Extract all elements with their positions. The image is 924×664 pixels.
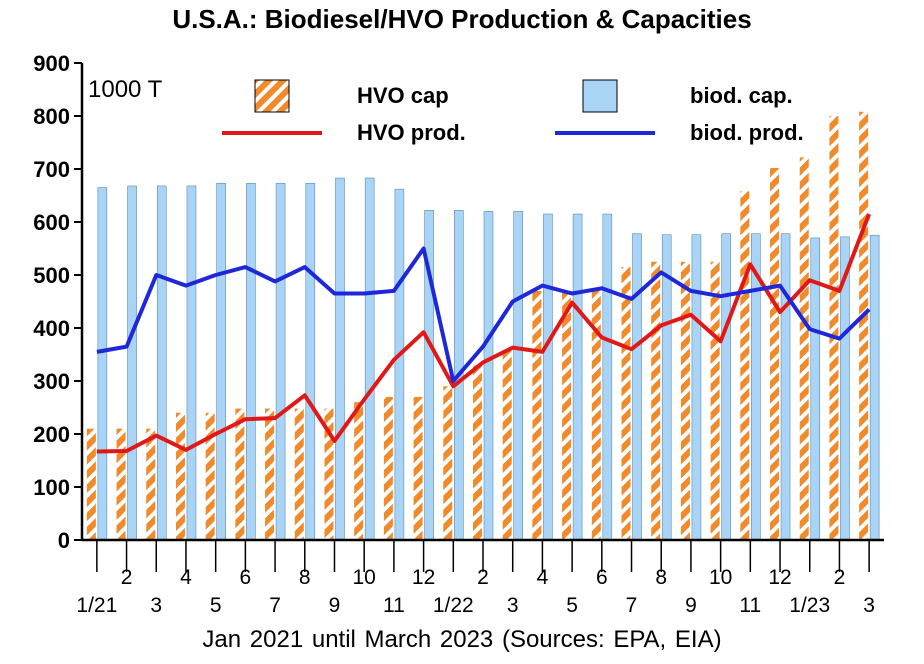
hvo-cap-bar — [443, 386, 453, 540]
x-tick-label: 10 — [709, 566, 732, 589]
x-tick-label: 2 — [121, 566, 133, 589]
biod-cap-bar — [483, 211, 494, 541]
x-tick-label: 3 — [863, 594, 875, 617]
hvo-cap-bar — [532, 290, 542, 540]
hvo-cap-bar — [502, 349, 512, 540]
legend-hvo-prod-label: HVO prod. — [357, 120, 466, 145]
legend-hvo-cap-label: HVO cap — [357, 83, 449, 108]
hvo-cap-bar — [829, 116, 839, 540]
biod-cap-bar — [780, 233, 791, 541]
biod-prod-line — [96, 246, 871, 383]
hvo-cap-bar — [294, 408, 304, 540]
unit-label: 1000 T — [88, 76, 163, 103]
y-tick-label: 300 — [33, 369, 70, 394]
hvo-cap-bar — [740, 191, 750, 540]
y-tick-label: 600 — [33, 210, 70, 235]
biod-cap-bar — [216, 183, 226, 541]
hvo-cap-bar — [799, 157, 809, 540]
biod-cap-bar — [127, 185, 137, 541]
hvo-prod-line — [96, 213, 871, 454]
hvo-cap-bar — [383, 396, 393, 540]
hvo-cap-bar — [591, 290, 601, 540]
hvo-cap-bar — [265, 408, 275, 540]
y-tick-label: 100 — [33, 475, 70, 500]
chart-footer: Jan 2021 until March 2023 (Sources: EPA,… — [202, 626, 722, 653]
hvo-cap-bar — [473, 365, 482, 540]
y-tick-label: 200 — [33, 422, 70, 447]
x-tick-label: 1/23 — [789, 594, 830, 617]
hvo-cap-bar — [146, 428, 156, 540]
y-tick-label: 800 — [33, 104, 70, 129]
y-tick-label: 700 — [33, 157, 70, 182]
legend-hvo-cap-swatch — [254, 79, 290, 113]
x-tick-label: 5 — [566, 594, 578, 617]
biod-cap-bar — [602, 213, 613, 541]
x-tick-label: 12 — [768, 566, 791, 589]
x-tick-label: 1/21 — [76, 594, 117, 617]
x-tick-label: 10 — [353, 566, 376, 589]
x-tick-label: 6 — [240, 566, 252, 589]
y-tick-label: 900 — [33, 51, 70, 76]
biod-cap-bar — [543, 213, 553, 541]
x-tick-label: 8 — [299, 566, 311, 589]
biod-cap-bar — [572, 213, 583, 541]
biod-cap-bar — [97, 187, 108, 541]
biod-cap-bar — [364, 177, 375, 541]
hvo-cap-bar — [710, 261, 720, 540]
biod-cap-bar — [246, 183, 256, 541]
biod-cap-bar — [513, 211, 524, 541]
hvo-cap-bar — [680, 261, 690, 540]
biod-cap-bar — [156, 185, 167, 541]
y-tick-label: 0 — [58, 528, 70, 553]
biod-cap-bar — [721, 233, 731, 541]
hvo-cap-bar — [86, 428, 96, 540]
hvo-cap-bar — [116, 428, 126, 540]
x-tick-label: 6 — [596, 566, 608, 589]
x-tick-label: 2 — [834, 566, 846, 589]
x-tick-label: 4 — [537, 566, 549, 589]
legend-biod-cap-swatch — [582, 79, 618, 113]
biod-cap-bar — [275, 183, 286, 541]
biod-cap-bar — [632, 233, 642, 541]
x-tick-label: 9 — [685, 594, 697, 617]
hvo-cap-bar — [205, 412, 215, 540]
hvo-cap-bar — [413, 396, 423, 540]
hvo-cap-bar — [562, 290, 572, 540]
hvo-cap-bar — [859, 111, 869, 540]
hvo-cap-bar — [621, 267, 631, 540]
x-tick-label: 7 — [626, 594, 638, 617]
x-tick-label: 8 — [655, 566, 667, 589]
x-tick-label: 2 — [477, 566, 489, 589]
hvo-cap-bar — [235, 408, 245, 540]
biod-cap-bar — [305, 183, 316, 541]
hvo-cap-bar — [354, 402, 364, 540]
hvo-cap-bar — [175, 412, 185, 540]
x-tick-label: 12 — [412, 566, 435, 589]
biod-cap-bar — [394, 188, 405, 541]
x-tick-label: 9 — [329, 594, 341, 617]
chart-title: U.S.A.: Biodiesel/HVO Production & Capac… — [172, 4, 752, 34]
x-tick-label: 11 — [383, 594, 405, 617]
x-tick-label: 3 — [507, 594, 519, 617]
x-tick-label: 4 — [180, 566, 192, 589]
y-tick-label: 500 — [33, 263, 70, 288]
legend-biod-prod-label: biod. prod. — [690, 120, 804, 145]
hvo-cap-bar — [324, 408, 334, 540]
x-tick-label: 5 — [210, 594, 222, 617]
x-tick-label: 7 — [269, 594, 281, 617]
x-tick-label: 11 — [739, 594, 761, 617]
hvo-cap-bar — [651, 261, 661, 540]
biod-cap-bar — [335, 177, 345, 541]
x-tick-label: 3 — [150, 594, 162, 617]
legend-biod-cap-label: biod. cap. — [690, 83, 793, 108]
x-tick-label: 1/22 — [433, 594, 474, 617]
biod-cap-bar — [661, 234, 672, 541]
y-tick-label: 400 — [33, 316, 70, 341]
biod-cap-bar — [691, 234, 702, 541]
biod-cap-bar — [186, 185, 197, 541]
biod-cap-bar — [869, 234, 880, 541]
hvo-cap-bar — [770, 167, 780, 540]
